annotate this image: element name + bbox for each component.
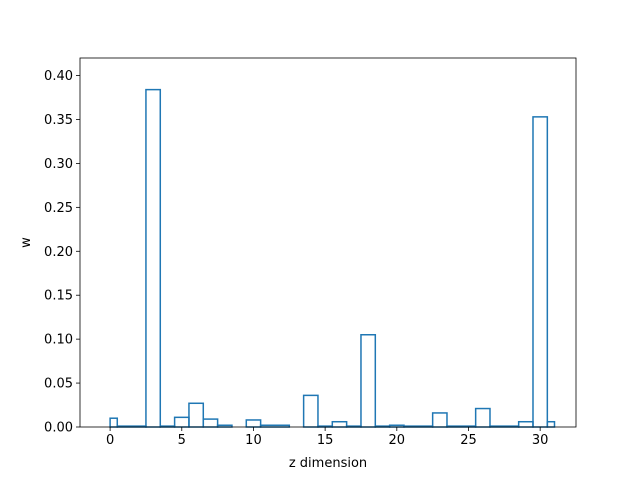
y-tick-label: 0.05 xyxy=(44,377,73,392)
x-tick-label: 10 xyxy=(245,433,262,448)
y-tick-label: 0.30 xyxy=(44,157,73,172)
y-tick-label: 0.35 xyxy=(44,113,73,128)
y-tick-label: 0.20 xyxy=(44,245,73,260)
x-tick-label: 30 xyxy=(532,433,549,448)
x-axis-label: z dimension xyxy=(289,456,367,471)
x-axis: 0 5 10 15 20 25 30 xyxy=(106,427,548,448)
x-tick-label: 5 xyxy=(178,433,186,448)
x-tick-label: 15 xyxy=(317,433,334,448)
y-tick-label: 0.00 xyxy=(44,421,73,436)
x-tick-label: 0 xyxy=(106,433,114,448)
y-tick-label: 0.25 xyxy=(44,201,73,216)
y-axis-label: w xyxy=(19,237,34,248)
x-tick-label: 25 xyxy=(460,433,477,448)
y-tick-label: 0.15 xyxy=(44,289,73,304)
axes-frame xyxy=(79,57,577,428)
x-tick-label: 20 xyxy=(389,433,406,448)
y-tick-label: 0.10 xyxy=(44,333,73,348)
y-tick-label: 0.40 xyxy=(44,69,73,84)
y-axis: 0.00 0.05 0.10 0.15 0.20 0.25 0.30 0.35 0.40 xyxy=(44,69,80,436)
